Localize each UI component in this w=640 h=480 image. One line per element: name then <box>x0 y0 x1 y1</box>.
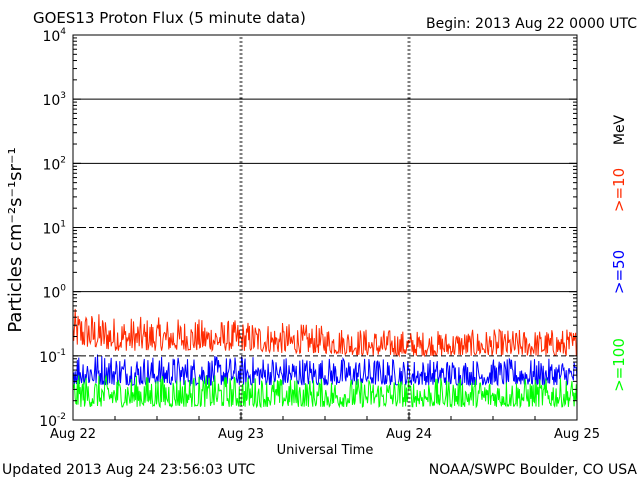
series-line <box>72 375 578 409</box>
series-line <box>72 308 577 358</box>
begin-time: Begin: 2013 Aug 22 0000 UTC <box>426 16 637 32</box>
credit-text: NOAA/SWPC Boulder, CO USA <box>429 462 638 478</box>
y-tick-label: 100 <box>42 284 66 302</box>
x-tick-label: Aug 24 <box>386 427 432 442</box>
x-tick-label: Aug 22 <box>50 427 96 442</box>
updated-time: Updated 2013 Aug 24 23:56:03 UTC <box>2 462 255 478</box>
y-tick-label: 103 <box>42 91 66 109</box>
grid-layer <box>73 37 577 419</box>
legend-entry: >=100 <box>610 338 628 392</box>
y-tick-label: 101 <box>42 220 66 238</box>
series-layer <box>72 308 578 409</box>
legend-entry: >=50 <box>610 250 628 294</box>
series-line <box>72 354 578 387</box>
x-tick-label: Aug 25 <box>554 427 600 442</box>
y-tick-label: 10-1 <box>39 348 66 366</box>
x-tick-label: Aug 23 <box>218 427 264 442</box>
energy-unit-label: MeV <box>612 114 628 145</box>
y-tick-label: 104 <box>42 27 66 45</box>
x-axis-label: Universal Time <box>277 443 374 458</box>
y-axis-label: Particles cm⁻²s⁻¹sr⁻¹ <box>5 147 26 332</box>
y-tick-label: 102 <box>42 155 66 173</box>
chart-title: GOES13 Proton Flux (5 minute data) <box>33 9 306 27</box>
legend-entry: >=10 <box>610 168 628 212</box>
legend-layer: >=10 >=50 >=100 <box>610 168 628 392</box>
